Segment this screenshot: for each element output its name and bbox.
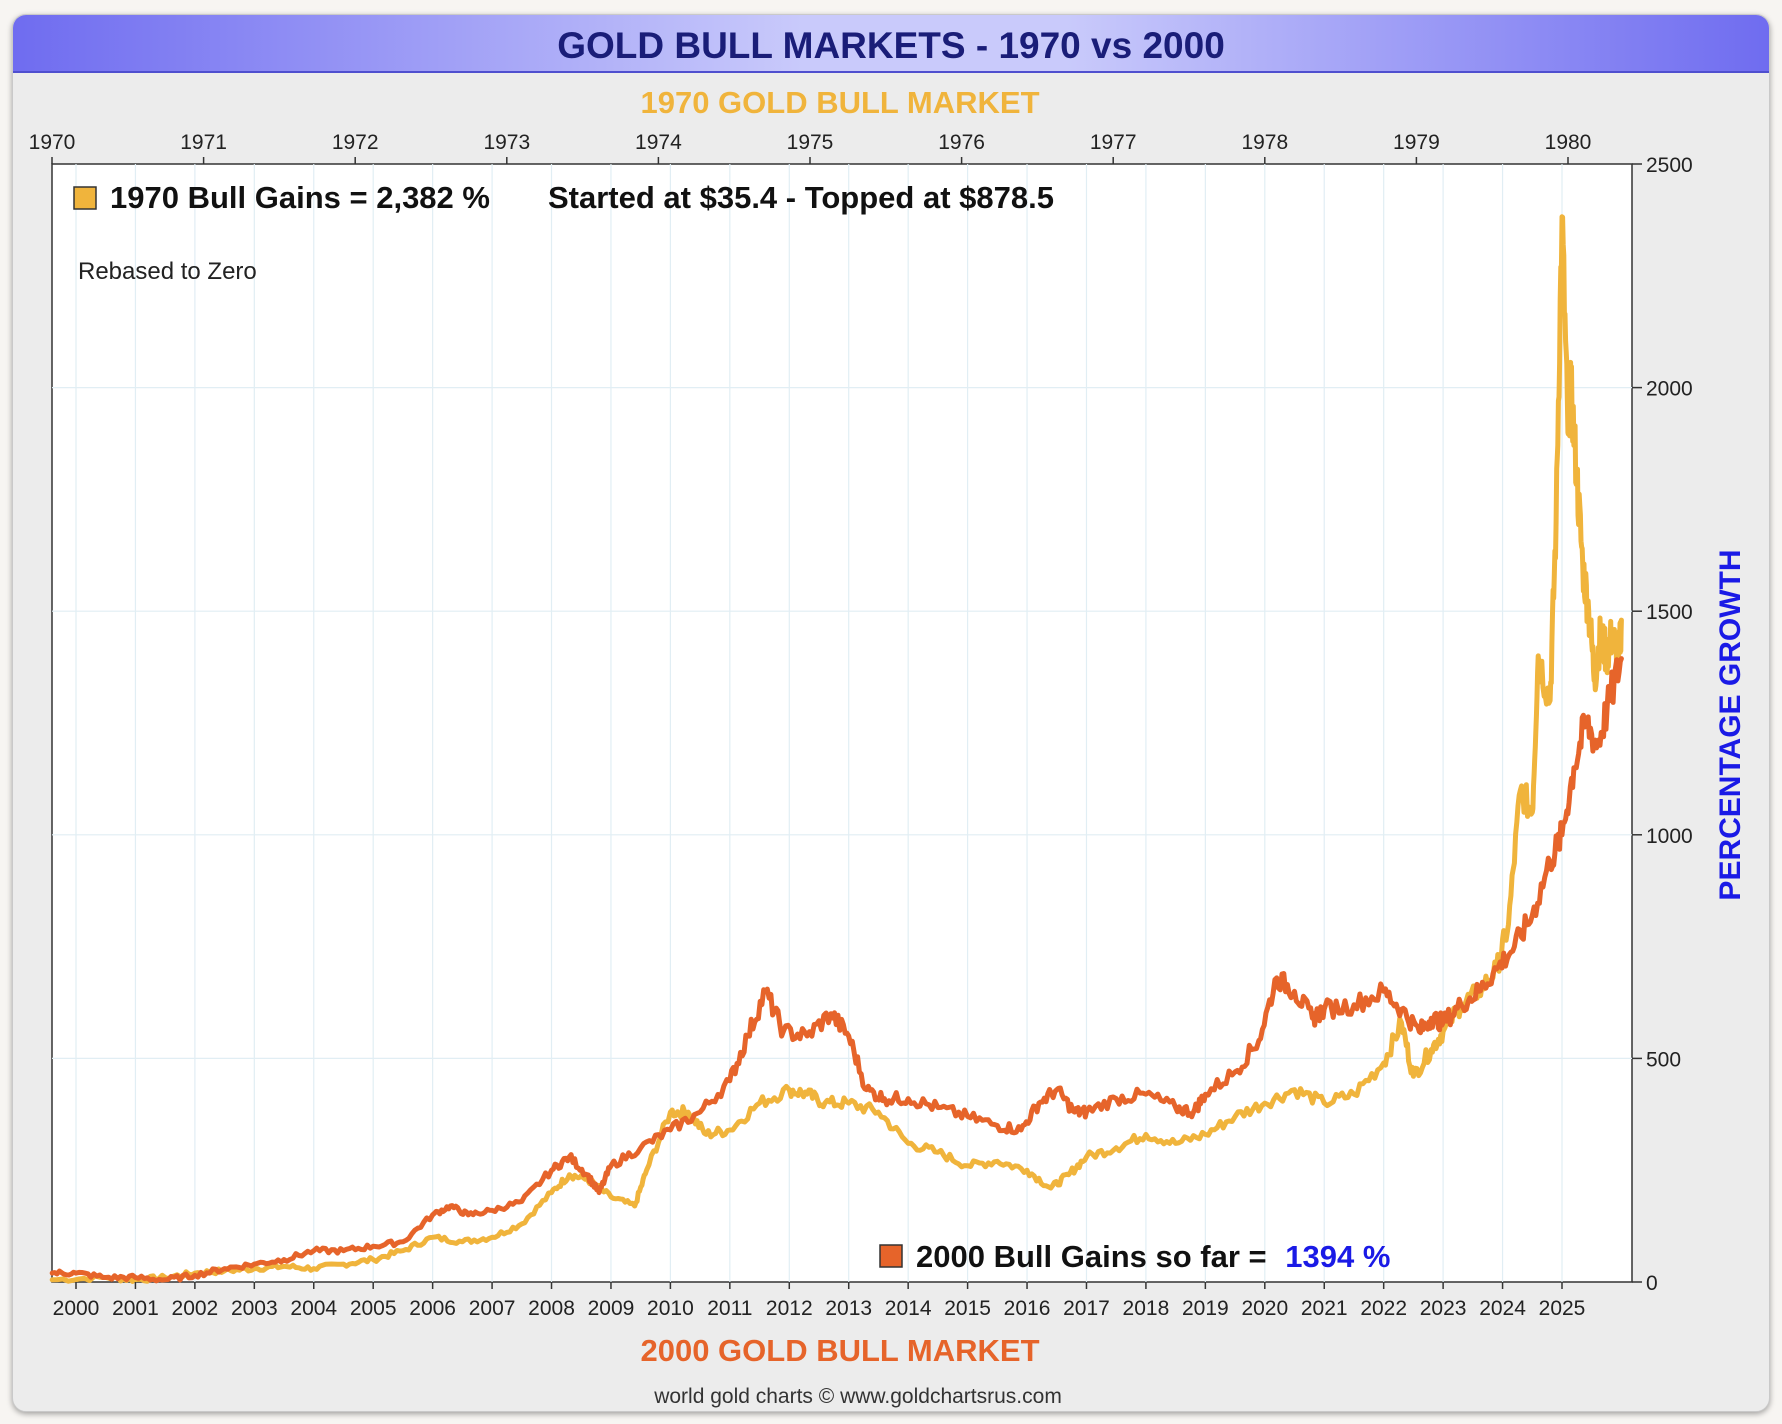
legend-1970-detail: Started at $35.4 - Topped at $878.5 [548, 180, 1054, 215]
bottom-tick-label: 2003 [231, 1297, 278, 1320]
bottom-tick-label: 2016 [1004, 1297, 1051, 1320]
top-tick-label: 1979 [1393, 131, 1440, 154]
bottom-tick-label: 2006 [409, 1297, 456, 1320]
bottom-tick-label: 2018 [1123, 1297, 1170, 1320]
grid-lines [52, 164, 1632, 1282]
top-tick-label: 1972 [332, 131, 379, 154]
plot-area [51, 163, 1633, 1283]
legend-2000-value: 1394 % [1285, 1239, 1390, 1274]
series-1970-line [49, 214, 1624, 1284]
bottom-tick-label: 2002 [172, 1297, 219, 1320]
bottom-axis-label: 2000 GOLD BULL MARKET [640, 1333, 1039, 1368]
legend-2000-text: 2000 Bull Gains so far = [916, 1239, 1275, 1274]
bottom-tick-label: 2009 [588, 1297, 635, 1320]
top-tick-label: 1977 [1090, 131, 1137, 154]
bottom-tick-label: 2011 [707, 1297, 752, 1320]
bottom-tick-label: 2010 [647, 1297, 694, 1320]
axes-group: 0 500 1000 1500 2000 2500 2000 2001 2002 2003 2004… [29, 131, 1693, 1320]
series-group [49, 214, 1624, 1284]
chart-title: GOLD BULL MARKETS - 1970 vs 2000 [557, 25, 1225, 66]
y-tick-label: 500 [1646, 1048, 1681, 1071]
bottom-tick-label: 2022 [1360, 1297, 1407, 1320]
bottom-tick-label: 2004 [290, 1297, 337, 1320]
y-tick-label: 0 [1646, 1272, 1658, 1295]
rebased-note: Rebased to Zero [78, 258, 257, 285]
legend-2000-line: 2000 Bull Gains so far = 1394 % [916, 1239, 1390, 1274]
bottom-tick-label: 2013 [825, 1297, 872, 1320]
top-tick-label: 1971 [180, 131, 227, 154]
bottom-tick-label: 2015 [944, 1297, 991, 1320]
bottom-tick-label: 2017 [1063, 1297, 1110, 1320]
bottom-tick-label: 2020 [1241, 1297, 1288, 1320]
top-tick-label: 1974 [635, 131, 682, 154]
bottom-tick-label: 2014 [885, 1297, 932, 1320]
legend-2000-swatch [879, 1244, 903, 1268]
bottom-tick-label: 2012 [766, 1297, 813, 1320]
title-bar: GOLD BULL MARKETS - 1970 vs 2000 [13, 15, 1769, 73]
bottom-tick-label: 2024 [1479, 1297, 1526, 1320]
legend-1970-swatch [73, 186, 97, 210]
bottom-tick-label: 2001 [112, 1297, 159, 1320]
series-2000-line [49, 656, 1624, 1284]
legend-1970-text: 1970 Bull Gains = 2,382 % [110, 180, 490, 215]
top-axis-label: 1970 GOLD BULL MARKET [640, 85, 1039, 120]
top-tick-label: 1978 [1241, 131, 1288, 154]
y-tick-label: 2000 [1646, 378, 1693, 401]
bottom-tick-label: 2019 [1182, 1297, 1229, 1320]
top-tick-label: 1976 [938, 131, 985, 154]
y-axis-label: PERCENTAGE GROWTH [1714, 549, 1747, 900]
y-tick-label: 1000 [1646, 825, 1693, 848]
bottom-tick-label: 2023 [1420, 1297, 1467, 1320]
bottom-tick-label: 2000 [53, 1297, 100, 1320]
top-tick-label: 1975 [787, 131, 834, 154]
y-tick-label: 2500 [1646, 154, 1693, 177]
top-tick-label: 1973 [483, 131, 530, 154]
bottom-tick-label: 2021 [1301, 1297, 1348, 1320]
bottom-tick-label: 2007 [469, 1297, 516, 1320]
top-tick-label: 1980 [1545, 131, 1592, 154]
bottom-tick-label: 2025 [1539, 1297, 1586, 1320]
credit-text: world gold charts © www.goldchartsrus.co… [653, 1385, 1062, 1408]
top-tick-label: 1970 [29, 131, 76, 154]
bottom-tick-label: 2005 [350, 1297, 397, 1320]
bottom-tick-label: 2008 [528, 1297, 575, 1320]
y-tick-label: 1500 [1646, 601, 1693, 624]
